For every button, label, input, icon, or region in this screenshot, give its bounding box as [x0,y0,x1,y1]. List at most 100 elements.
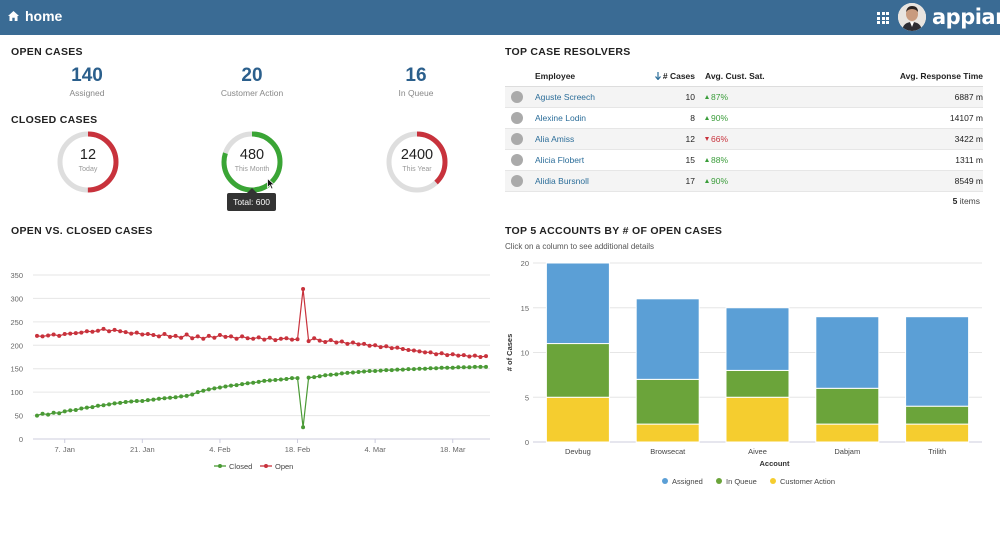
point-closed[interactable] [68,408,73,413]
appian-logo[interactable]: appian [932,5,1000,29]
point-open[interactable] [245,336,250,341]
point-closed[interactable] [345,370,350,375]
point-open[interactable] [472,353,477,358]
point-open[interactable] [306,339,311,344]
point-closed[interactable] [439,365,444,370]
point-closed[interactable] [461,365,466,370]
point-open[interactable] [384,344,389,349]
point-closed[interactable] [400,367,405,372]
point-open[interactable] [129,331,134,336]
point-closed[interactable] [456,365,461,370]
point-open[interactable] [51,332,56,337]
point-open[interactable] [312,336,317,341]
point-closed[interactable] [173,395,178,400]
point-open[interactable] [168,334,173,339]
point-closed[interactable] [234,383,239,388]
kpi-assigned[interactable]: 140 Assigned [27,65,147,98]
point-open[interactable] [378,345,383,350]
point-open[interactable] [201,336,206,341]
point-open[interactable] [162,332,167,337]
col-sat[interactable]: Avg. Cust. Sat. [695,67,805,87]
point-open[interactable] [46,333,51,338]
point-closed[interactable] [278,377,283,382]
point-open[interactable] [95,328,100,333]
point-closed[interactable] [212,386,217,391]
point-open[interactable] [217,332,222,337]
point-closed[interactable] [323,373,328,378]
bar-segment-assigned[interactable] [635,298,700,380]
point-closed[interactable] [367,369,372,374]
point-closed[interactable] [190,392,195,397]
legend-item-customer-action[interactable]: Customer Action [770,477,835,486]
point-closed[interactable] [35,413,39,418]
point-closed[interactable] [428,366,433,371]
point-open[interactable] [467,354,472,359]
bar-segment-in-queue[interactable] [905,405,970,425]
point-open[interactable] [450,352,455,357]
point-open[interactable] [478,355,483,359]
point-open[interactable] [267,335,272,340]
point-open[interactable] [417,349,422,354]
point-open[interactable] [73,331,78,336]
point-closed[interactable] [90,405,95,410]
point-closed[interactable] [289,376,294,381]
point-closed[interactable] [484,364,488,369]
point-closed[interactable] [129,399,134,404]
col-response[interactable]: Avg. Response Time [805,67,983,87]
point-open[interactable] [229,334,234,339]
point-closed[interactable] [306,375,311,380]
point-closed[interactable] [389,368,394,373]
point-open[interactable] [406,347,411,352]
point-open[interactable] [439,351,444,356]
point-closed[interactable] [467,365,472,370]
point-closed[interactable] [151,397,156,402]
point-open[interactable] [79,330,84,335]
home-link[interactable]: home [8,8,62,24]
point-open[interactable] [295,337,300,342]
point-open[interactable] [423,350,428,355]
bar-segment-customer-action[interactable] [635,423,700,443]
point-open[interactable] [206,333,211,338]
point-open[interactable] [373,343,378,348]
point-closed[interactable] [328,372,333,377]
point-closed[interactable] [223,384,228,389]
point-closed[interactable] [140,399,145,404]
point-open[interactable] [328,338,333,343]
point-closed[interactable] [251,380,256,385]
point-closed[interactable] [118,400,123,405]
point-closed[interactable] [62,409,67,414]
bar-segment-assigned[interactable] [545,262,610,345]
point-open[interactable] [90,329,95,334]
point-open[interactable] [345,341,350,346]
point-closed[interactable] [107,402,112,407]
point-open[interactable] [68,331,73,336]
point-open[interactable] [389,346,394,351]
point-open[interactable] [445,353,450,358]
bar-segment-customer-action[interactable] [545,396,610,443]
point-open[interactable] [84,329,89,334]
point-open[interactable] [434,352,439,357]
point-open[interactable] [339,339,344,344]
point-open[interactable] [356,342,361,347]
point-open[interactable] [212,335,217,340]
gauge-today[interactable]: 12 Today [55,129,121,195]
point-open[interactable] [362,341,367,346]
point-closed[interactable] [245,381,250,386]
bar-segment-assigned[interactable] [815,316,880,389]
point-open[interactable] [118,329,123,334]
point-closed[interactable] [46,412,51,417]
bar-segment-customer-action[interactable] [725,396,790,443]
point-open[interactable] [400,347,405,352]
point-open[interactable] [234,336,239,341]
point-open[interactable] [35,333,39,338]
legend-item-closed[interactable]: Closed [214,462,252,471]
point-closed[interactable] [40,411,45,416]
employee-link[interactable]: Alexine Lodin [535,112,587,123]
bar-segment-in-queue[interactable] [545,343,610,398]
bar-segment-in-queue[interactable] [725,369,790,398]
col-employee[interactable]: Employee [535,67,653,87]
point-closed[interactable] [450,365,455,370]
open-vs-closed-chart[interactable]: 0 50 100 150 200 250 300 350 7. Jan 21. Jan 4. Feb… [0,240,500,480]
point-open[interactable] [223,334,228,339]
point-open[interactable] [367,343,372,348]
